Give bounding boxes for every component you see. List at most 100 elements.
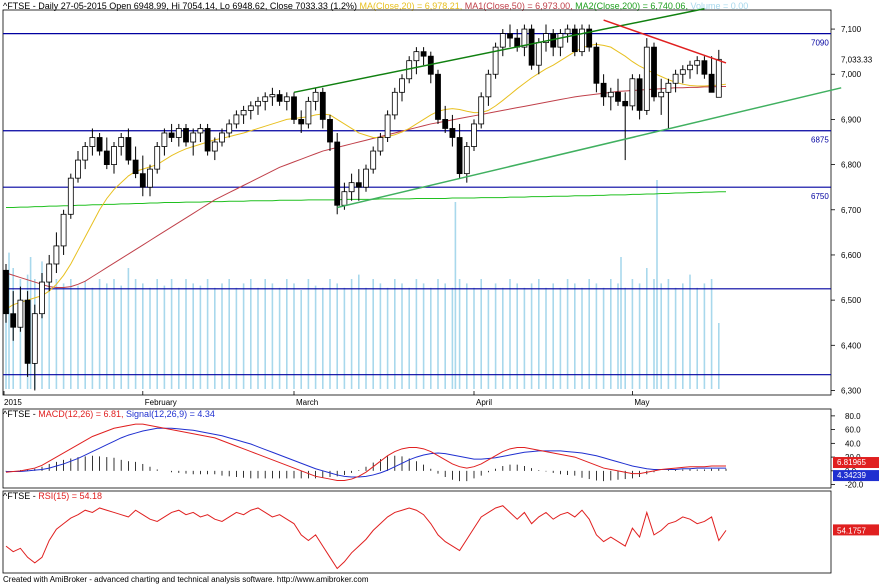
candle-body	[600, 82, 607, 98]
level-label: 6875	[811, 136, 829, 145]
candle-body	[3, 269, 9, 315]
candle-body	[46, 263, 53, 283]
candle-body	[708, 73, 715, 93]
candle-body	[233, 114, 240, 125]
candle-body	[291, 96, 297, 120]
candle-body	[96, 137, 103, 152]
candle-body	[485, 73, 492, 98]
macd-y-tick-label: -20.0	[845, 481, 864, 490]
rsi-last-label: 54.1757	[837, 526, 866, 535]
candle-body	[334, 141, 341, 206]
candle-body	[147, 168, 153, 188]
candle-body	[499, 33, 506, 48]
candle-body	[456, 137, 463, 175]
candle-body	[651, 46, 657, 98]
candle-body	[298, 119, 305, 125]
macd-y-tick-label: 40.0	[845, 439, 861, 448]
candle-body	[31, 313, 38, 364]
candle-body	[247, 105, 254, 111]
candle-body	[471, 123, 477, 147]
price-header: ^FTSE - Daily 27-05-2015 Open 6948.99, H…	[3, 1, 748, 12]
candle-body	[190, 132, 197, 143]
macd-last-badge	[833, 457, 879, 469]
y-tick-label: 6,600	[841, 251, 862, 260]
candle-body	[10, 313, 17, 328]
candle-body	[557, 33, 564, 48]
candle-body	[528, 28, 535, 66]
y-tick-label: 6,700	[841, 206, 862, 215]
candle-body	[507, 33, 513, 39]
candle-body	[579, 28, 585, 53]
x-tick-label: May	[634, 398, 649, 407]
candle-body	[435, 73, 441, 120]
candle-body	[24, 299, 31, 364]
y-tick-label: 7,000	[841, 70, 862, 79]
candle-body	[67, 177, 74, 215]
candle-body	[103, 150, 110, 165]
candle-body	[694, 60, 701, 66]
candle-body	[341, 191, 348, 206]
ma200-legend: MA2(Close,200) = 6,740.06,	[575, 1, 688, 11]
candle-body	[60, 213, 67, 247]
x-tick-label: April	[476, 398, 492, 407]
y-tick-label: 6,400	[841, 341, 862, 350]
signal-legend: Signal(12,26,9) = 4.34	[126, 409, 215, 419]
candle-body	[687, 64, 693, 71]
candle-body	[111, 146, 117, 166]
price-header-text: ^FTSE - Daily 27-05-2015 Open 6948.99, H…	[3, 1, 357, 11]
x-tick-label: 2015	[4, 398, 22, 407]
macd-legend: MACD(12,26) = 6.81,	[38, 409, 124, 419]
rsi-prefix: ^FTSE -	[3, 491, 39, 501]
level-label: 6750	[811, 192, 829, 201]
candle-body	[442, 119, 449, 129]
candle-body	[643, 46, 650, 111]
candle-body	[586, 28, 593, 48]
macd-y-tick-label: 80.0	[845, 412, 861, 421]
candle-body	[615, 91, 621, 102]
candle-body	[125, 137, 132, 161]
candle-body	[305, 100, 312, 125]
candle-body	[226, 123, 233, 134]
x-tick-label: March	[296, 398, 318, 407]
candle-body	[399, 78, 405, 93]
candle-body	[53, 245, 60, 265]
candle-body	[478, 96, 485, 125]
y-tick-label: 6,900	[841, 115, 862, 124]
candle-body	[118, 137, 125, 147]
macd-prefix: ^FTSE -	[3, 409, 39, 419]
macd-y-tick-label: 60.0	[845, 426, 861, 435]
candle-body	[276, 94, 283, 102]
last-close-badge	[833, 53, 879, 66]
candle-body	[240, 109, 247, 116]
panel-frame	[2, 490, 832, 574]
candle-body	[17, 299, 24, 328]
candle-body	[679, 69, 686, 75]
candle-body	[543, 33, 549, 44]
ma20-line	[5, 43, 727, 310]
candle-body	[420, 51, 427, 57]
candle-body	[449, 128, 456, 138]
candle-body	[463, 146, 470, 175]
rsi-line	[5, 505, 727, 570]
candle-body	[593, 46, 600, 84]
candle-body	[391, 91, 398, 116]
candle-body	[377, 137, 384, 152]
signal-line	[6, 427, 726, 478]
candle-body	[312, 91, 319, 102]
candle-body	[132, 159, 139, 175]
candle-body	[269, 94, 276, 98]
candle-body	[665, 82, 672, 93]
candle-body	[197, 128, 204, 134]
candle-body	[262, 96, 269, 102]
ma200-line	[6, 191, 726, 209]
candle-body	[363, 168, 369, 188]
candle-body	[672, 73, 679, 84]
trendline	[293, 8, 705, 94]
panel-frame	[2, 9, 832, 396]
level-label: 7090	[811, 39, 829, 48]
candle-body	[571, 28, 578, 53]
candle-body	[154, 146, 161, 170]
volume-legend: Volume = 0.00	[690, 1, 749, 11]
ma20-legend: MA(Close,20) = 6,978.21,	[359, 1, 463, 11]
